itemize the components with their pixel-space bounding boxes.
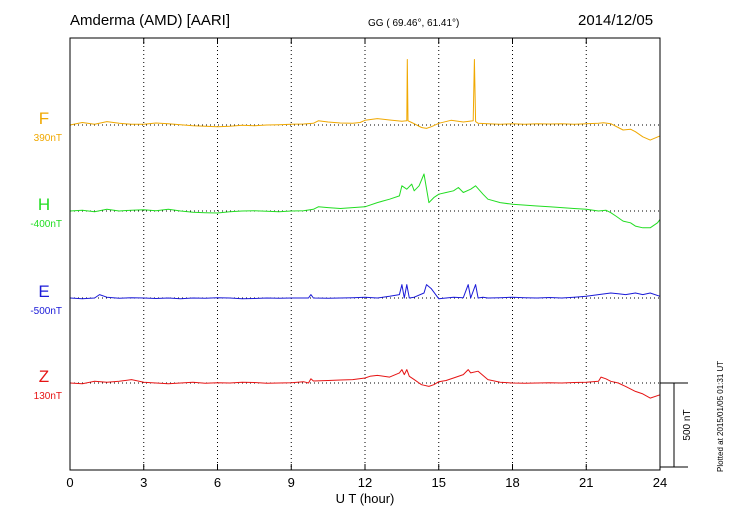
x-tick-label: 15	[432, 475, 446, 490]
scale-bar-label: 500 nT	[682, 409, 693, 440]
component-label-e: E	[38, 282, 49, 301]
station-title: Amderma (AMD) [AARI]	[70, 12, 231, 29]
plotted-timestamp: Plotted at 2015/01/05 01:31 UT	[716, 360, 725, 472]
series-line-z	[69, 369, 661, 399]
x-tick-label: 21	[579, 475, 593, 490]
x-axis-title: U T (hour)	[336, 491, 395, 506]
baseline-value-h: -400nT	[30, 219, 62, 230]
x-tick-label: 9	[288, 475, 295, 490]
x-tick-label: 0	[66, 475, 73, 490]
component-label-h: H	[38, 195, 50, 214]
x-tick-label: 18	[505, 475, 519, 490]
component-label-f: F	[39, 109, 49, 128]
x-tick-label: 6	[214, 475, 221, 490]
x-tick-label: 24	[653, 475, 667, 490]
x-tick-label: 3	[140, 475, 147, 490]
baseline-value-e: -500nT	[30, 306, 62, 317]
component-label-z: Z	[39, 367, 49, 386]
series-line-e	[69, 284, 661, 300]
station-coordinates: GG ( 69.46°, 61.41°)	[368, 18, 460, 29]
baseline-value-f: 390nT	[34, 133, 62, 144]
series-line-h	[69, 173, 661, 229]
baseline-value-z: 130nT	[34, 391, 62, 402]
x-tick-label: 12	[358, 475, 372, 490]
chart-date: 2014/12/05	[578, 12, 654, 29]
series-line-f	[69, 59, 661, 141]
